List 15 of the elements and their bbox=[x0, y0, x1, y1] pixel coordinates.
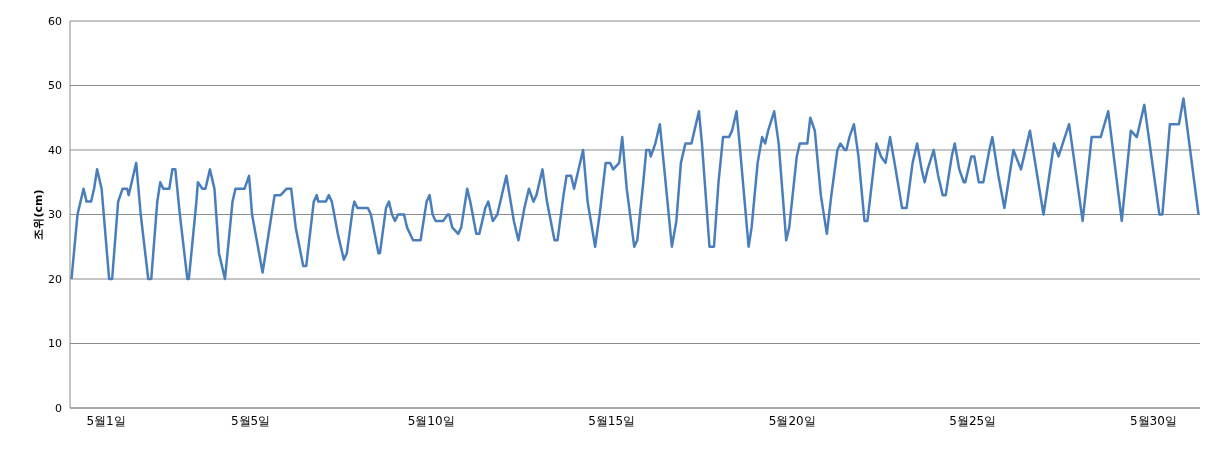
x-tick-label: 5월20일 bbox=[768, 413, 816, 428]
x-tick-label: 5월15일 bbox=[588, 413, 636, 428]
y-tick-label: 20 bbox=[48, 272, 62, 286]
x-tick-label: 5월30일 bbox=[1129, 413, 1177, 428]
x-tick-label: 5월1일 bbox=[86, 413, 126, 428]
y-tick-label: 0 bbox=[55, 401, 62, 415]
y-tick-label: 30 bbox=[48, 208, 62, 222]
y-tick-label: 50 bbox=[48, 79, 62, 93]
x-tick-label: 5월10일 bbox=[407, 413, 455, 428]
x-tick-label: 5월5일 bbox=[230, 413, 271, 428]
x-tick-label: 5월25일 bbox=[949, 413, 997, 428]
y-tick-label: 10 bbox=[48, 337, 62, 351]
y-axis-title: 조위(cm) bbox=[31, 189, 45, 240]
y-tick-label: 60 bbox=[48, 14, 62, 28]
y-tick-label: 40 bbox=[48, 143, 62, 157]
